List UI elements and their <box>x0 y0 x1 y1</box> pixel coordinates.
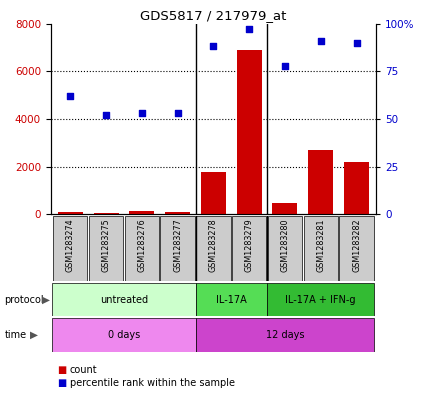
Text: ▶: ▶ <box>42 295 50 305</box>
Point <box>174 110 181 116</box>
Text: GSM1283281: GSM1283281 <box>316 218 325 272</box>
Text: IL-17A: IL-17A <box>216 295 247 305</box>
FancyBboxPatch shape <box>339 216 374 281</box>
Text: GSM1283279: GSM1283279 <box>245 218 254 272</box>
Bar <box>129 211 154 214</box>
FancyBboxPatch shape <box>53 216 88 281</box>
Title: GDS5817 / 217979_at: GDS5817 / 217979_at <box>140 9 286 22</box>
FancyBboxPatch shape <box>89 216 123 281</box>
Text: GSM1283278: GSM1283278 <box>209 218 218 272</box>
Text: GSM1283277: GSM1283277 <box>173 218 182 272</box>
Text: ■: ■ <box>57 378 66 388</box>
Text: ▶: ▶ <box>30 330 38 340</box>
Point <box>317 38 324 44</box>
Text: GSM1283274: GSM1283274 <box>66 218 75 272</box>
Text: GSM1283280: GSM1283280 <box>280 218 290 272</box>
FancyBboxPatch shape <box>268 216 302 281</box>
Text: untreated: untreated <box>100 295 148 305</box>
Text: time: time <box>4 330 26 340</box>
Text: GSM1283282: GSM1283282 <box>352 218 361 272</box>
FancyBboxPatch shape <box>52 318 195 352</box>
Text: percentile rank within the sample: percentile rank within the sample <box>70 378 235 388</box>
Text: 0 days: 0 days <box>108 330 140 340</box>
Bar <box>237 50 262 214</box>
FancyBboxPatch shape <box>195 283 267 316</box>
Text: ■: ■ <box>57 365 66 375</box>
Bar <box>58 212 83 214</box>
Text: GSM1283276: GSM1283276 <box>137 218 147 272</box>
FancyBboxPatch shape <box>267 283 374 316</box>
Point <box>353 40 360 46</box>
Bar <box>165 212 190 214</box>
Text: count: count <box>70 365 97 375</box>
Point <box>67 93 74 99</box>
Point <box>210 43 217 50</box>
FancyBboxPatch shape <box>161 216 195 281</box>
FancyBboxPatch shape <box>304 216 338 281</box>
Point <box>282 62 289 69</box>
FancyBboxPatch shape <box>195 318 374 352</box>
Text: GSM1283275: GSM1283275 <box>102 218 110 272</box>
FancyBboxPatch shape <box>52 283 195 316</box>
Point <box>138 110 145 116</box>
FancyBboxPatch shape <box>196 216 231 281</box>
Bar <box>344 162 369 214</box>
Point <box>246 26 253 33</box>
Text: protocol: protocol <box>4 295 44 305</box>
Text: 12 days: 12 days <box>266 330 304 340</box>
FancyBboxPatch shape <box>125 216 159 281</box>
Bar <box>272 204 297 214</box>
Bar <box>94 213 119 214</box>
Bar <box>308 150 333 214</box>
Text: IL-17A + IFN-g: IL-17A + IFN-g <box>286 295 356 305</box>
Point <box>103 112 110 118</box>
FancyBboxPatch shape <box>232 216 266 281</box>
Bar <box>201 173 226 214</box>
